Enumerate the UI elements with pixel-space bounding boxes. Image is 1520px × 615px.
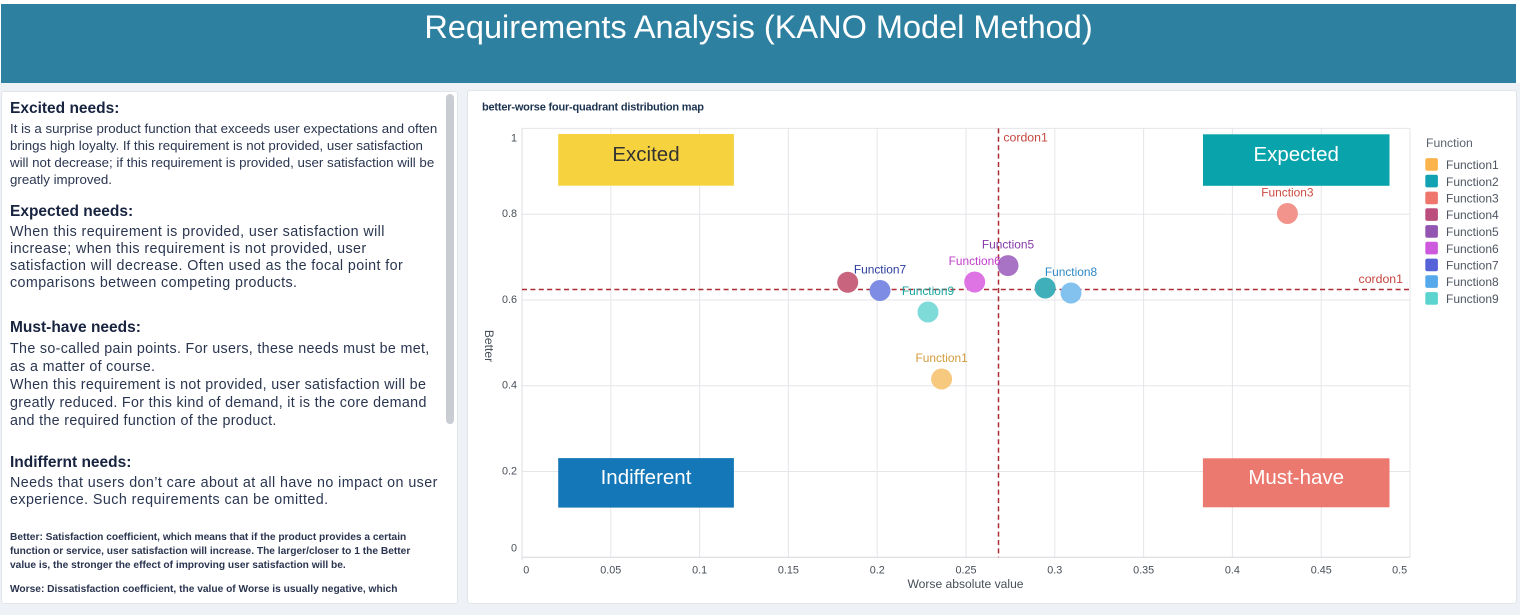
svg-text:Function5: Function5 <box>1446 225 1499 239</box>
svg-text:Function3: Function3 <box>1446 192 1499 206</box>
svg-text:Function6: Function6 <box>949 254 1002 268</box>
svg-text:0.45: 0.45 <box>1311 564 1332 576</box>
svg-text:Function8: Function8 <box>1045 265 1098 279</box>
svg-text:0.15: 0.15 <box>778 564 799 576</box>
svg-text:0: 0 <box>523 564 529 576</box>
svg-text:Must-have: Must-have <box>1248 466 1344 489</box>
svg-text:0.2: 0.2 <box>870 564 885 576</box>
svg-text:0.3: 0.3 <box>1047 564 1062 576</box>
svg-text:Expected: Expected <box>1253 143 1338 166</box>
svg-text:Function9: Function9 <box>902 284 955 298</box>
svg-text:better-worse four-quadrant dis: better-worse four-quadrant distribution … <box>482 102 704 114</box>
svg-text:Indifferent: Indifferent <box>601 466 692 489</box>
svg-text:Excited: Excited <box>612 143 679 166</box>
svg-text:Worse absolute value: Worse absolute value <box>907 577 1023 591</box>
svg-text:0.8: 0.8 <box>502 208 517 220</box>
svg-text:Function2: Function2 <box>1446 175 1499 189</box>
svg-text:0.5: 0.5 <box>1392 564 1407 576</box>
svg-text:Function7: Function7 <box>1446 259 1499 273</box>
svg-text:0.4: 0.4 <box>1225 564 1240 576</box>
svg-text:Function: Function <box>1426 136 1473 150</box>
svg-text:Function3: Function3 <box>1261 186 1314 200</box>
svg-text:0: 0 <box>511 543 517 555</box>
svg-text:Function6: Function6 <box>1446 242 1499 256</box>
svg-text:Function4: Function4 <box>1446 208 1499 222</box>
svg-text:1: 1 <box>511 133 517 145</box>
svg-text:Function9: Function9 <box>1446 292 1499 306</box>
svg-text:Function8: Function8 <box>1446 275 1499 289</box>
svg-text:Better: Better <box>482 330 496 362</box>
svg-text:0.05: 0.05 <box>600 564 621 576</box>
svg-text:0.2: 0.2 <box>502 465 517 477</box>
svg-text:Function1: Function1 <box>915 351 968 365</box>
svg-text:0.4: 0.4 <box>502 380 517 392</box>
svg-text:0.1: 0.1 <box>692 564 707 576</box>
svg-text:0.6: 0.6 <box>502 294 517 306</box>
svg-text:0.25: 0.25 <box>955 564 976 576</box>
svg-text:cordon1: cordon1 <box>1359 272 1404 286</box>
svg-text:Function7: Function7 <box>854 263 907 277</box>
svg-text:cordon1: cordon1 <box>1003 131 1048 145</box>
svg-text:Function1: Function1 <box>1446 158 1499 172</box>
svg-text:Function5: Function5 <box>982 238 1035 252</box>
svg-text:0.35: 0.35 <box>1133 564 1154 576</box>
